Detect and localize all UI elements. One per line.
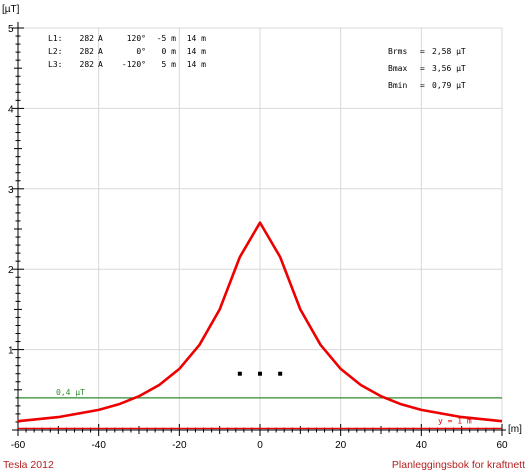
- series: [17, 221, 503, 423]
- y-tick-label: 4: [8, 104, 14, 115]
- conductor-legend: L1: 282 A 120° -5 m 14 mL2: 282 A 0° 0 m 14 mL3: 28…: [48, 34, 206, 69]
- height-label: y = 1 m: [438, 416, 472, 425]
- x-tick-label: 60: [496, 440, 508, 451]
- y-tick-label: 2: [8, 265, 14, 276]
- stat-equals: =: [420, 47, 425, 56]
- legend-angle: 120°: [127, 34, 146, 43]
- footer-right: Planleggingsbok for kraftnett: [392, 459, 525, 471]
- stat-value: 0,79 µT: [432, 81, 466, 90]
- legend-x: 0 m: [162, 47, 177, 56]
- stat-value: 2,58 µT: [432, 47, 466, 56]
- grid: [18, 27, 503, 430]
- legend-x: 5 m: [162, 60, 177, 69]
- x-tick-label: 20: [335, 440, 347, 451]
- stat-value: 3,56 µT: [432, 64, 466, 73]
- legend-current: 282: [80, 47, 95, 56]
- conductor-marker: [278, 371, 283, 376]
- legend-h: 14 m: [187, 60, 206, 69]
- legend-unit: A: [98, 34, 103, 43]
- legend-unit: A: [98, 60, 103, 69]
- legend-unit: A: [98, 47, 103, 56]
- stat-equals: =: [420, 64, 425, 73]
- legend-angle: 0°: [136, 47, 146, 56]
- stat-label: Bmin: [388, 81, 407, 90]
- x-tick-label: -20: [172, 440, 187, 451]
- reference-lines: 0,4 µT y = 1 m: [18, 388, 502, 430]
- stats-box: Brms = 2,58 µT Bmax = 3,56 µT Bmin = 0,79 µT: [388, 47, 466, 90]
- legend-current: 282: [80, 34, 95, 43]
- field-curve: [17, 221, 503, 423]
- legend-x: -5 m: [157, 34, 176, 43]
- y-tick-label: 3: [8, 185, 14, 196]
- x-tick-label: -60: [11, 440, 26, 451]
- stat-label: Bmax: [388, 64, 407, 73]
- legend-current: 282: [80, 60, 95, 69]
- stat-equals: =: [420, 81, 425, 90]
- conductors: [237, 371, 283, 376]
- y-tick-label: 5: [8, 24, 14, 35]
- x-axis-label: [m]: [508, 424, 522, 435]
- threshold-label: 0,4 µT: [56, 388, 85, 397]
- y-axis-label: [µT]: [2, 4, 20, 15]
- legend-h: 14 m: [187, 47, 206, 56]
- x-tick-label: 0: [257, 440, 263, 451]
- legend-angle: -120°: [122, 60, 146, 69]
- x-tick-label: -40: [91, 440, 106, 451]
- legend-h: 14 m: [187, 34, 206, 43]
- legend-phase: L3:: [48, 60, 62, 69]
- x-tick-label: 40: [416, 440, 428, 451]
- conductor-marker: [237, 371, 242, 376]
- stat-label: Brms: [388, 47, 407, 56]
- conductor-marker: [258, 371, 262, 376]
- footer-left: Tesla 2012: [3, 459, 54, 471]
- y-tick-label: 1: [8, 346, 14, 357]
- legend-phase: L1:: [48, 34, 62, 43]
- legend-phase: L2:: [48, 47, 62, 56]
